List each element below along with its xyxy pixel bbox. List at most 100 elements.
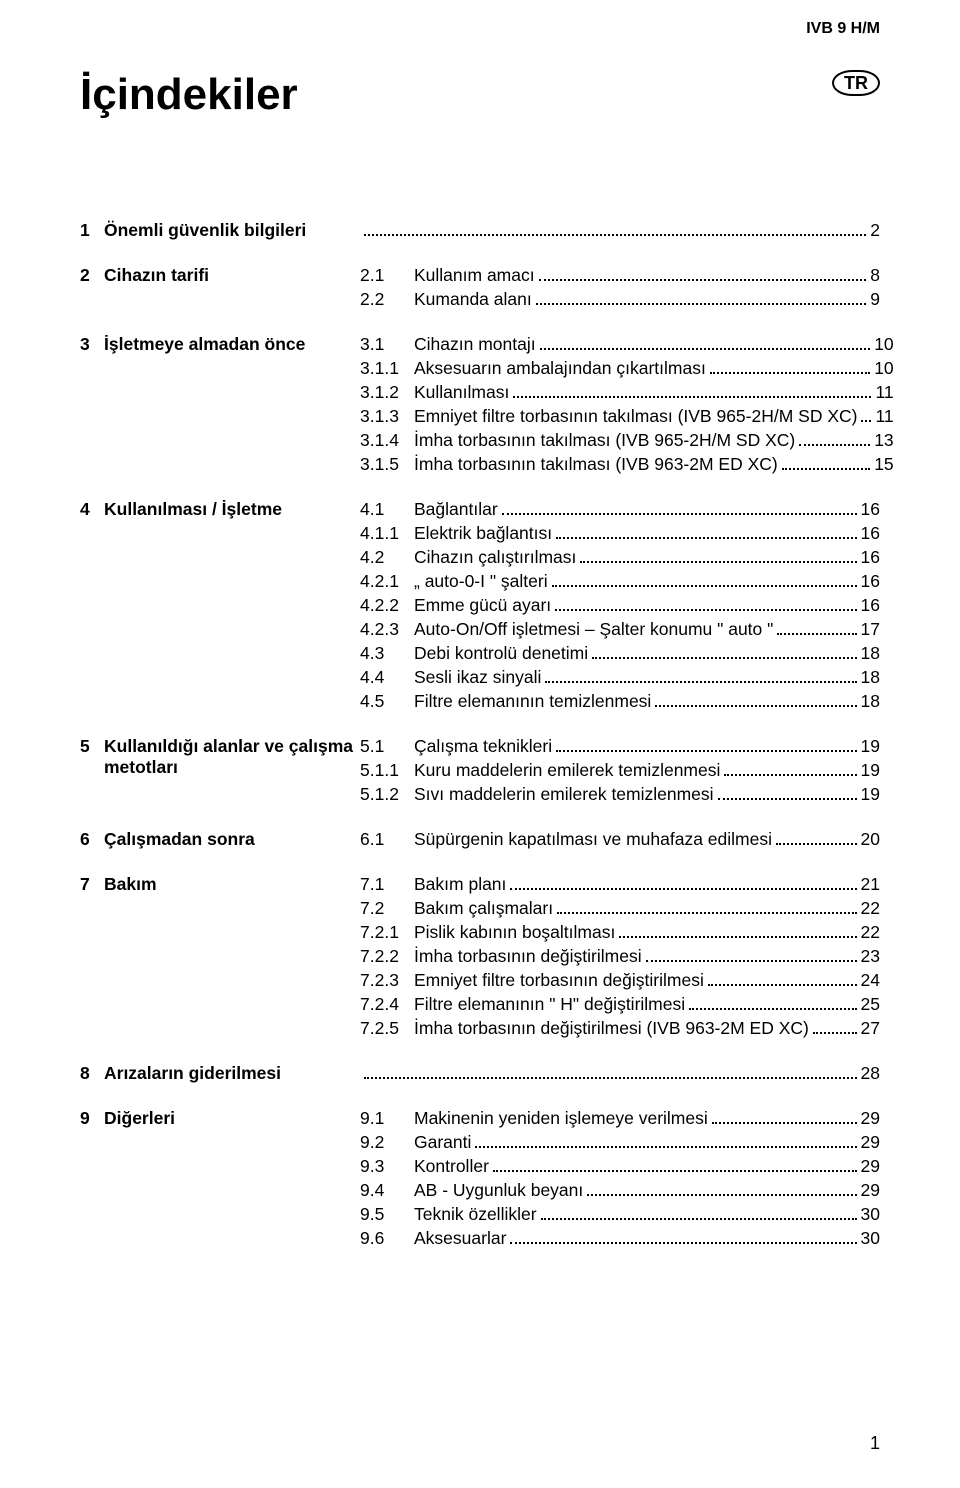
toc-entry-number: 9.5 [360, 1204, 414, 1225]
toc-entry-number: 3.1.5 [360, 454, 414, 475]
toc-entry-number: 5.1 [360, 736, 414, 757]
toc-entry: 7.2.3Emniyet filtre torbasının değiştiri… [360, 970, 880, 991]
toc-entry-page: 21 [861, 874, 880, 895]
toc-entry-number: 4.5 [360, 691, 414, 712]
toc-entry-page: 10 [874, 358, 893, 379]
toc-entry: 3.1Cihazın montajı10 [360, 334, 894, 355]
toc-leader-dots [710, 372, 870, 374]
toc-entry: 4.1Bağlantılar16 [360, 499, 880, 520]
toc-leader-dots [536, 303, 867, 305]
toc-leader-dots [708, 984, 857, 986]
toc-leader-dots [813, 1032, 857, 1034]
toc-entry: 4.2.2Emme gücü ayarı16 [360, 595, 880, 616]
toc-leader-dots [580, 561, 856, 563]
toc-entry-page: 16 [861, 571, 880, 592]
toc-leader-dots [364, 234, 866, 236]
toc-leader-dots [502, 513, 857, 515]
toc-entry: 7.2.2İmha torbasının değiştirilmesi23 [360, 946, 880, 967]
toc-section-header: 2Cihazın tarifi [80, 265, 360, 286]
toc-section-number: 6 [80, 829, 104, 850]
toc-entry: 9.5Teknik özellikler30 [360, 1204, 880, 1225]
page-number: 1 [870, 1433, 880, 1454]
toc-section: 6Çalışmadan sonra6.1Süpürgenin kapatılma… [80, 829, 880, 850]
toc-entry-number: 5.1.1 [360, 760, 414, 781]
toc-entry-title: İmha torbasının takılması (IVB 965-2H/M … [414, 430, 795, 451]
toc-entry-page: 2 [870, 220, 880, 241]
toc-entry-number: 7.2.1 [360, 922, 414, 943]
toc-leader-dots [776, 843, 857, 845]
toc-entry-title: Filtre elemanının temizlenmesi [414, 691, 651, 712]
toc-entry: 4.1.1Elektrik bağlantısı16 [360, 523, 880, 544]
toc-section-title: Kullanılması / İşletme [104, 499, 282, 520]
language-badge: TR [832, 70, 880, 96]
toc-entry-title: Kullanım amacı [414, 265, 535, 286]
toc-entry-number: 4.3 [360, 643, 414, 664]
toc-entry: 5.1.2Sıvı maddelerin emilerek temizlenme… [360, 784, 880, 805]
toc-section-number: 2 [80, 265, 104, 286]
toc-section-header: 8Arızaların giderilmesi [80, 1063, 360, 1084]
toc-entry: 3.1.3Emniyet filtre torbasının takılması… [360, 406, 894, 427]
toc-entry-title: Aksesuarlar [414, 1228, 506, 1249]
toc-entry: 9.6Aksesuarlar30 [360, 1228, 880, 1249]
toc-entry: 3.1.4İmha torbasının takılması (IVB 965-… [360, 430, 894, 451]
toc-entry-number: 7.2.4 [360, 994, 414, 1015]
toc-section-number: 5 [80, 736, 104, 778]
toc-leader-dots [799, 444, 870, 446]
toc-entry: 3.1.2Kullanılması11 [360, 382, 894, 403]
toc-entry-number: 3.1.3 [360, 406, 414, 427]
toc-section-header: 9Diğerleri [80, 1108, 360, 1129]
toc-leader-dots [510, 1242, 856, 1244]
toc-entry-title: Emniyet filtre torbasının değiştirilmesi [414, 970, 704, 991]
toc-entry-page: 16 [861, 499, 880, 520]
toc-entry-number: 4.2 [360, 547, 414, 568]
toc-section-title: Kullanıldığı alanlar ve çalışma metotlar… [104, 736, 360, 778]
toc-entry-page: 16 [861, 523, 880, 544]
toc-leader-dots [541, 1218, 857, 1220]
toc-entry-title: Kontroller [414, 1156, 489, 1177]
toc-entries: 3.1Cihazın montajı103.1.1Aksesuarın amba… [360, 334, 894, 475]
toc-entry-page: 16 [861, 595, 880, 616]
toc-entry-page: 20 [861, 829, 880, 850]
toc-leader-dots [587, 1194, 856, 1196]
toc-section: 3İşletmeye almadan önce3.1Cihazın montaj… [80, 334, 880, 475]
header-model: IVB 9 H/M [806, 20, 880, 38]
toc-entry-page: 18 [861, 667, 880, 688]
toc-entry-title: Teknik özellikler [414, 1204, 537, 1225]
toc-entry: 9.2Garanti29 [360, 1132, 880, 1153]
toc-entry-number: 4.2.3 [360, 619, 414, 640]
toc-section: 2Cihazın tarifi2.1Kullanım amacı82.2Kuma… [80, 265, 880, 310]
toc-entry-page: 19 [861, 736, 880, 757]
toc-entry-title: Cihazın montajı [414, 334, 536, 355]
toc-entry-title: Debi kontrolü denetimi [414, 643, 588, 664]
toc-entry: 4.5Filtre elemanının temizlenmesi18 [360, 691, 880, 712]
toc-section-number: 9 [80, 1108, 104, 1129]
toc-entries: 6.1Süpürgenin kapatılması ve muhafaza ed… [360, 829, 880, 850]
toc-entry: 7.2.4Filtre elemanının " H" değiştirilme… [360, 994, 880, 1015]
toc-entry-title: Makinenin yeniden işlemeye verilmesi [414, 1108, 708, 1129]
toc-entry: 28 [360, 1063, 880, 1084]
toc-entry-title: Cihazın çalıştırılması [414, 547, 576, 568]
toc-section: 8Arızaların giderilmesi28 [80, 1063, 880, 1084]
toc-entry-number: 2.2 [360, 289, 414, 310]
toc-leader-dots [545, 681, 856, 683]
toc-leader-dots [718, 798, 857, 800]
toc-entry-page: 11 [875, 382, 893, 403]
toc-entry-number: 9.1 [360, 1108, 414, 1129]
toc-entry-title: Emniyet filtre torbasının takılması (IVB… [414, 406, 857, 427]
toc-leader-dots [493, 1170, 857, 1172]
toc-entry: 9.4AB - Uygunluk beyanı29 [360, 1180, 880, 1201]
toc-entry-page: 22 [861, 922, 880, 943]
toc-entry: 2.1Kullanım amacı8 [360, 265, 880, 286]
toc-entry-page: 29 [861, 1108, 880, 1129]
toc-entry-number: 2.1 [360, 265, 414, 286]
toc-section-title: Diğerleri [104, 1108, 175, 1129]
toc-entries: 5.1Çalışma teknikleri195.1.1Kuru maddele… [360, 736, 880, 805]
toc-entry-title: Kuru maddelerin emilerek temizlenmesi [414, 760, 720, 781]
toc-leader-dots [689, 1008, 856, 1010]
toc-leader-dots [861, 420, 871, 422]
toc-entries: 28 [360, 1063, 880, 1084]
toc-entry-number: 4.2.1 [360, 571, 414, 592]
toc-entry: 7.2.5İmha torbasının değiştirilmesi (IVB… [360, 1018, 880, 1039]
toc-entry-page: 29 [861, 1156, 880, 1177]
toc-leader-dots [712, 1122, 857, 1124]
